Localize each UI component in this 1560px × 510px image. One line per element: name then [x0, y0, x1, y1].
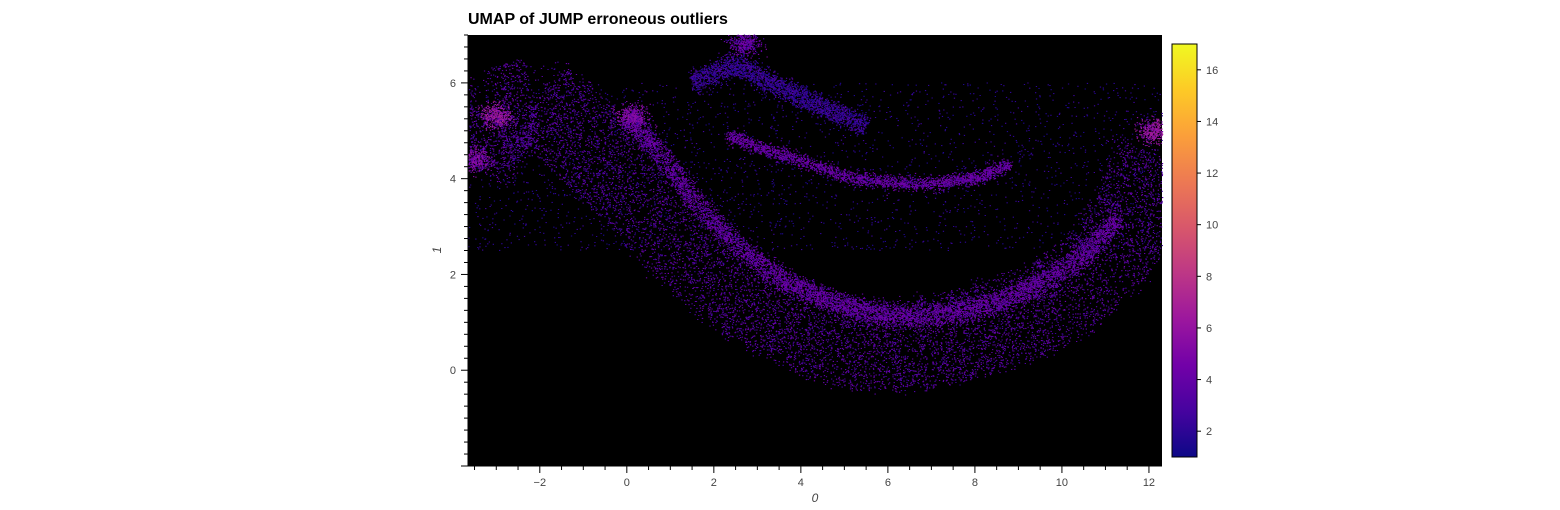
x-tick-label: 6: [885, 477, 891, 489]
colorbar-tick-label: 6: [1206, 323, 1212, 335]
colorbar-tick-label: 4: [1206, 375, 1212, 387]
colorbar-tick-label: 14: [1206, 116, 1218, 128]
y-axis-label: 1: [430, 247, 444, 254]
x-tick-label: −2: [534, 477, 547, 489]
x-tick-label: 10: [1056, 477, 1068, 489]
density-points: [468, 38, 1163, 252]
y-tick-label: 2: [450, 269, 456, 281]
x-tick-label: 8: [972, 477, 978, 489]
colorbar: [1171, 43, 1198, 458]
chart-title: UMAP of JUMP erroneous outliers: [468, 11, 728, 28]
colorbar-tick-label: 16: [1206, 65, 1218, 77]
colorbar-tick-label: 12: [1206, 168, 1218, 180]
density-points: [469, 41, 1160, 251]
colorbar-ticks: 2 4 6 8 10 12 14 16: [1197, 65, 1218, 438]
x-tick-label: 0: [624, 477, 630, 489]
x-axis: −2 0 2 4 6 8 10 12: [468, 465, 1162, 489]
colorbar-tick-label: 2: [1206, 426, 1212, 438]
density-points-layer: [468, 34, 1164, 396]
x-tick-label: 12: [1143, 477, 1155, 489]
y-tick-label: 6: [450, 78, 456, 90]
x-tick-label: 4: [798, 477, 804, 489]
y-tick-label: 4: [450, 174, 456, 186]
y-tick-label: 0: [450, 365, 456, 377]
x-tick-label: 2: [711, 477, 717, 489]
colorbar-tick-label: 10: [1206, 220, 1218, 232]
y-axis: 0 2 4 6: [450, 34, 469, 467]
x-axis-label: 0: [812, 491, 819, 505]
density-points: [468, 34, 1164, 393]
density-points: [468, 34, 1164, 396]
colorbar-tick-label: 8: [1206, 271, 1212, 283]
density-points: [477, 101, 1163, 144]
